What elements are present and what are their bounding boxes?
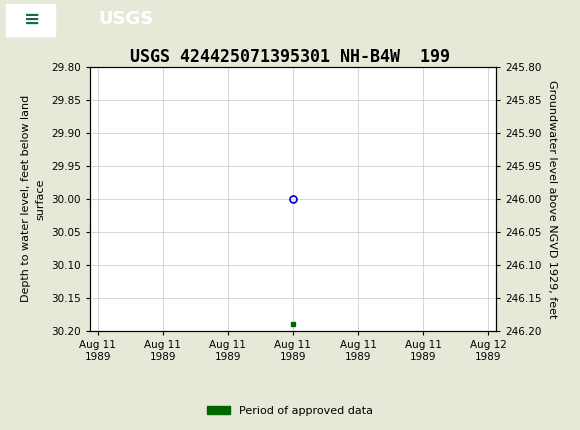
Y-axis label: Depth to water level, feet below land
surface: Depth to water level, feet below land su… [21, 95, 45, 302]
Legend: Period of approved data: Period of approved data [203, 401, 377, 420]
Text: ≡: ≡ [24, 10, 40, 29]
Text: USGS: USGS [99, 10, 154, 28]
Y-axis label: Groundwater level above NGVD 1929, feet: Groundwater level above NGVD 1929, feet [547, 80, 557, 318]
FancyBboxPatch shape [6, 4, 55, 36]
Text: USGS 424425071395301 NH-B4W  199: USGS 424425071395301 NH-B4W 199 [130, 48, 450, 66]
